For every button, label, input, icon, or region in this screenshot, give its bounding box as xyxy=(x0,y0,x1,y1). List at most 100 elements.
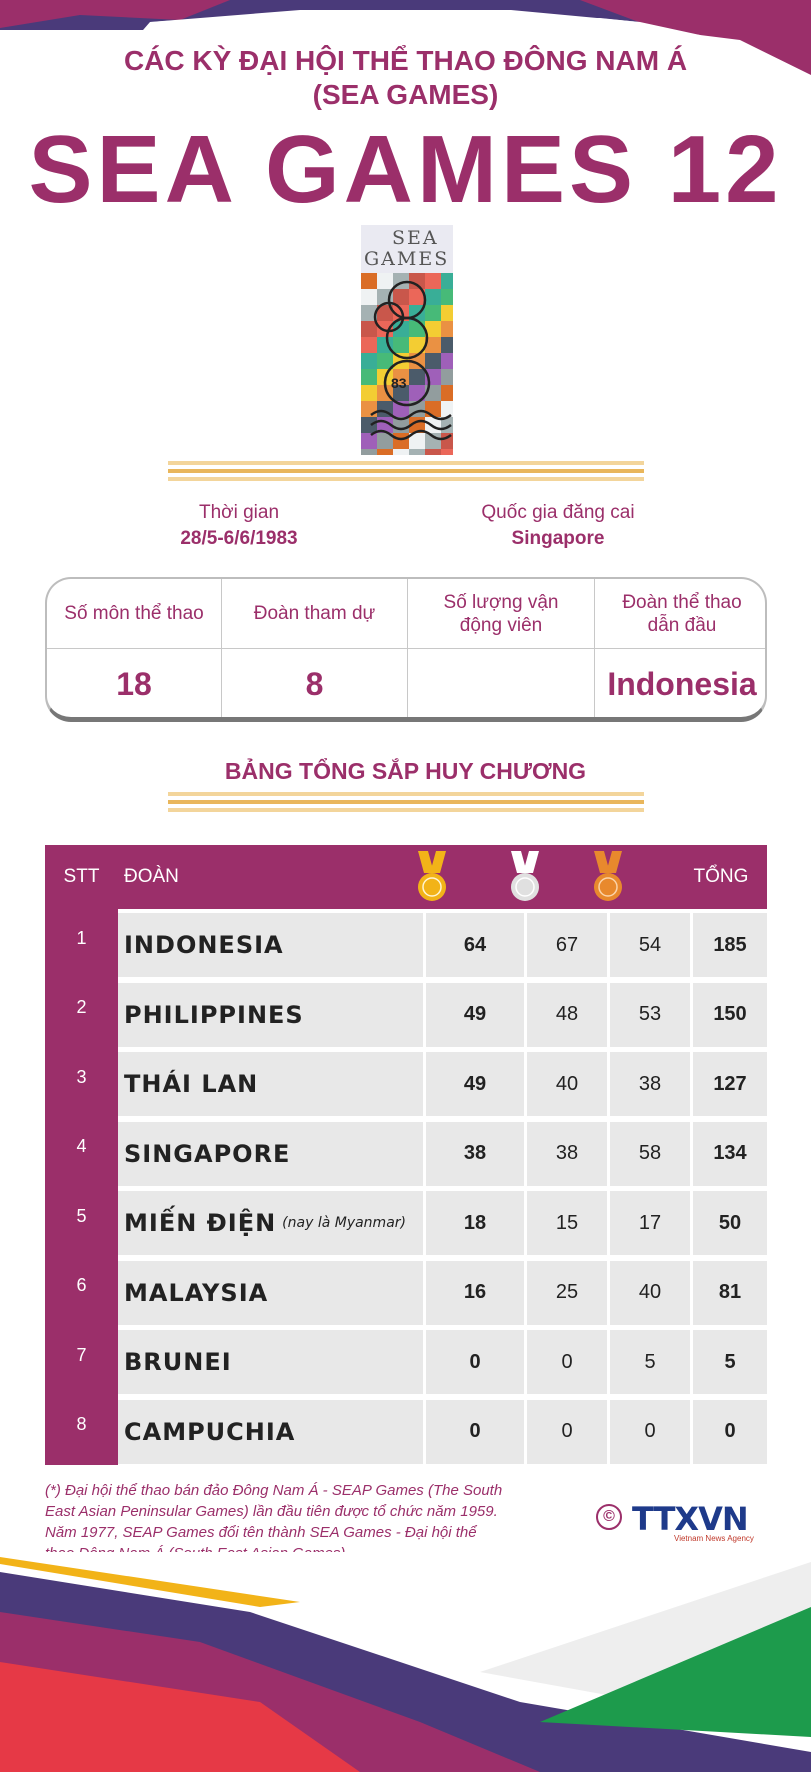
silver-count-cell: 25 xyxy=(527,1260,607,1325)
team-note: (nay là Myanmar) xyxy=(282,1215,406,1231)
gold-medal-icon xyxy=(418,851,446,901)
table-row: 5 MIẾN ĐIỆN (nay là Myanmar) 18 15 17 50 xyxy=(45,1191,767,1255)
table-row: 1 INDONESIA 64 67 54 185 xyxy=(45,913,767,977)
total-count-cell: 5 xyxy=(693,1330,767,1394)
header-rank: STT xyxy=(63,866,100,887)
table-row: 7 BRUNEI 0 0 5 5 xyxy=(45,1330,767,1394)
team-cell: BRUNEI xyxy=(118,1330,423,1394)
page-title: SEA GAMES 12 xyxy=(28,116,783,223)
team-cell: INDONESIA xyxy=(118,913,423,977)
gold-count-cell: 49 xyxy=(426,982,524,1047)
team-cell: MIẾN ĐIỆN (nay là Myanmar) xyxy=(118,1191,423,1255)
table-row: 3 THÁI LAN 49 40 38 127 xyxy=(45,1052,767,1116)
silver-count-cell: 48 xyxy=(527,982,607,1047)
table-row: 4 SINGAPORE 38 38 58 134 xyxy=(45,1121,767,1186)
stat-delegations: Đoàn tham dự 8 xyxy=(222,579,408,717)
divider-stripes xyxy=(168,792,644,816)
total-count-cell: 81 xyxy=(693,1260,767,1325)
host-value: Singapore xyxy=(511,528,605,549)
rank-cell: 7 xyxy=(76,1344,87,1365)
stat-label: Đoàn tham dự xyxy=(222,579,407,649)
team-cell: PHILIPPINES xyxy=(118,982,423,1047)
header-total: TỔNG xyxy=(693,866,749,887)
logo-text-line2: GAMES xyxy=(364,248,450,270)
gold-count-cell: 0 xyxy=(426,1399,524,1464)
stats-box: Số môn thể thao 18 Đoàn tham dự 8 Số lượ… xyxy=(45,577,767,722)
host-info: Quốc gia đăng cai Singapore xyxy=(438,500,678,552)
logo-text-line1: SEA xyxy=(392,227,439,249)
team-name: MALAYSIA xyxy=(124,1278,269,1307)
total-count-cell: 134 xyxy=(693,1121,767,1186)
team-name: INDONESIA xyxy=(124,931,284,959)
team-cell: MALAYSIA xyxy=(118,1260,423,1325)
rank-cell: 1 xyxy=(76,927,87,948)
silver-count-cell: 15 xyxy=(527,1191,607,1255)
divider-stripes xyxy=(168,461,644,485)
supertitle-line1: CÁC KỲ ĐẠI HỘI THỂ THAO ĐÔNG NAM Á xyxy=(123,45,688,76)
stat-label: Số lượng vận động viên xyxy=(408,579,594,649)
team-cell: SINGAPORE xyxy=(118,1121,423,1186)
gold-count-cell: 64 xyxy=(426,913,524,977)
gold-count-cell: 16 xyxy=(426,1260,524,1325)
silver-count-cell: 40 xyxy=(527,1052,607,1116)
logo-numerals: 83 xyxy=(391,375,407,391)
total-count-cell: 150 xyxy=(693,982,767,1047)
silver-count-cell: 0 xyxy=(527,1330,607,1394)
sea-games-logo: SEA GAMES 83 xyxy=(361,225,453,455)
time-value: 28/5-6/6/1983 xyxy=(180,528,298,549)
header-team: ĐOÀN xyxy=(124,866,179,887)
table-header: STT ĐOÀN TỔNG xyxy=(45,845,767,909)
logo-wordmark: SEA GAMES xyxy=(361,225,453,273)
rank-cell: 3 xyxy=(76,1066,87,1087)
table-row: 6 MALAYSIA 16 25 40 81 xyxy=(45,1260,767,1325)
stat-label-text: Đoàn thể thao dẫn đầu xyxy=(622,591,742,636)
brand-name: TTXVN xyxy=(632,1500,749,1538)
header-decoration xyxy=(0,0,811,90)
silver-count-cell: 0 xyxy=(527,1399,607,1464)
rank-cell: 5 xyxy=(76,1205,87,1226)
stat-value xyxy=(408,649,594,717)
gold-count-cell: 18 xyxy=(426,1191,524,1255)
total-count-cell: 127 xyxy=(693,1052,767,1116)
stat-athletes: Số lượng vận động viên xyxy=(408,579,595,717)
stat-label: Số môn thể thao xyxy=(47,579,221,649)
silver-count-cell: 38 xyxy=(527,1121,607,1186)
team-cell: THÁI LAN xyxy=(118,1052,423,1116)
silver-count-cell: 67 xyxy=(527,913,607,977)
rank-cell: 4 xyxy=(76,1136,87,1156)
bronze-count-cell: 58 xyxy=(610,1121,690,1186)
gold-count-cell: 0 xyxy=(426,1330,524,1394)
bronze-count-cell: 40 xyxy=(610,1260,690,1325)
bronze-count-cell: 54 xyxy=(610,913,690,977)
gold-count-cell: 38 xyxy=(426,1121,524,1186)
table-row: 8 CAMPUCHIA 0 0 0 0 xyxy=(45,1399,767,1464)
silver-medal-icon xyxy=(511,851,539,901)
rank-column-bg xyxy=(45,909,118,1465)
total-count-cell: 185 xyxy=(693,913,767,977)
team-name: SINGAPORE xyxy=(124,1139,291,1168)
medal-table-title: BẢNG TỔNG SẮP HUY CHƯƠNG xyxy=(224,758,587,784)
host-label: Quốc gia đăng cai xyxy=(481,502,635,523)
bronze-count-cell: 0 xyxy=(610,1399,690,1464)
team-name: THÁI LAN xyxy=(124,1070,259,1098)
bronze-count-cell: 53 xyxy=(610,982,690,1047)
stat-leader: Đoàn thể thao dẫn đầu Indonesia xyxy=(595,579,765,717)
bronze-count-cell: 38 xyxy=(610,1052,690,1116)
stat-value: 18 xyxy=(116,665,152,702)
team-cell: CAMPUCHIA xyxy=(118,1399,423,1464)
supertitle: CÁC KỲ ĐẠI HỘI THỂ THAO ĐÔNG NAM Á (SEA … xyxy=(0,44,811,112)
stat-label-text: Số lượng vận động viên xyxy=(443,591,559,636)
stat-value: 8 xyxy=(305,665,324,702)
bronze-count-cell: 17 xyxy=(610,1191,690,1255)
rank-cell: 2 xyxy=(76,997,87,1017)
bronze-medal-icon xyxy=(594,851,622,901)
stat-sports: Số môn thể thao 18 xyxy=(47,579,222,717)
team-name: CAMPUCHIA xyxy=(124,1417,296,1446)
logo-mosaic xyxy=(361,273,453,455)
ttxvn-brand: © TTXVN Vietnam News Agency xyxy=(596,1500,766,1544)
rank-cell: 8 xyxy=(76,1414,87,1434)
time-label: Thời gian xyxy=(198,502,280,523)
total-count-cell: 0 xyxy=(693,1399,767,1464)
rank-cell: 6 xyxy=(76,1275,87,1295)
total-count-cell: 50 xyxy=(693,1191,767,1255)
